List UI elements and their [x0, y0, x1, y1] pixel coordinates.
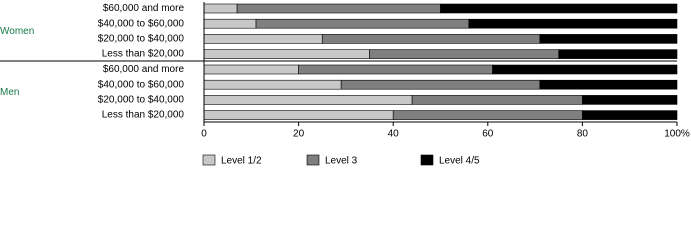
group-label: Women	[0, 26, 34, 37]
bar-segment	[321, 34, 541, 44]
bar-segment	[582, 95, 678, 105]
bar-segment	[298, 64, 493, 75]
bar-segment	[558, 49, 678, 59]
legend-swatch	[202, 154, 216, 166]
bar-segment	[203, 110, 394, 120]
chart: Women $60,000 and more $40,000 to $60,000 $…	[0, 2, 690, 167]
bar-segment	[492, 64, 678, 75]
bar-segment	[203, 64, 299, 75]
bar-segment	[539, 34, 678, 44]
group-label: Men	[0, 87, 19, 98]
bar-segment	[255, 18, 470, 29]
bar-segment	[203, 34, 323, 44]
legend-label: Level 3	[325, 156, 358, 167]
legend-swatch	[306, 154, 320, 166]
bar-segment	[203, 18, 257, 29]
bar-segment	[369, 49, 560, 59]
bar-segment	[203, 49, 370, 59]
legend-swatch	[420, 154, 434, 166]
x-tick-label: 100%	[664, 129, 690, 140]
bar-segment	[539, 79, 678, 90]
legend-label: Level 4/5	[439, 156, 480, 167]
category-label: $20,000 to $40,000	[98, 34, 185, 45]
bar-segment	[468, 18, 678, 29]
legend-label: Level 1/2	[221, 156, 262, 167]
category-label: $60,000 and more	[103, 64, 185, 75]
x-tick-label: 60	[482, 129, 494, 140]
category-label: $40,000 to $60,000	[98, 79, 185, 90]
category-label: $60,000 and more	[103, 3, 185, 14]
bar-segment	[582, 110, 678, 120]
bar-segment	[236, 3, 441, 14]
x-tick-label: 20	[293, 129, 305, 140]
bar-segment	[203, 79, 342, 90]
x-tick-label: 40	[388, 129, 400, 140]
category-label: Less than $20,000	[102, 110, 185, 121]
bar-segment	[440, 3, 678, 14]
bar-segment	[411, 95, 583, 105]
x-tick-label: 0	[201, 129, 207, 140]
x-tick-label: 80	[577, 129, 589, 140]
bar-segment	[340, 79, 541, 90]
category-label: Less than $20,000	[102, 49, 185, 60]
category-label: $20,000 to $40,000	[98, 95, 185, 106]
category-label: $40,000 to $60,000	[98, 18, 185, 29]
bar-segment	[392, 110, 583, 120]
bar-segment	[203, 3, 238, 14]
bar-segment	[203, 95, 413, 105]
